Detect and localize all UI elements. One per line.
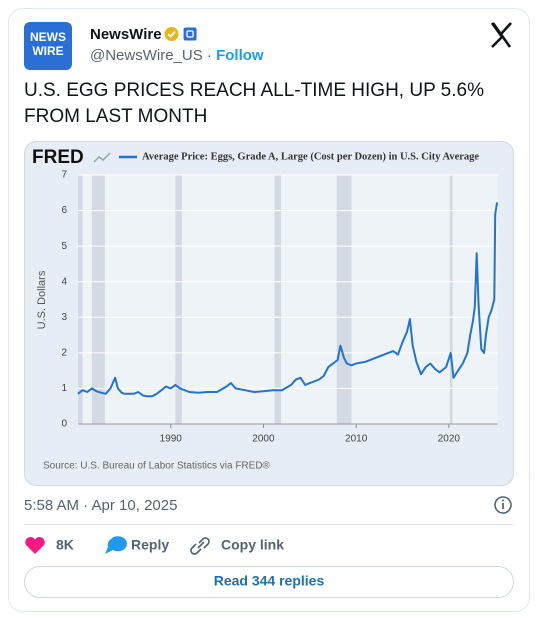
y-tick-label: 4 xyxy=(61,276,67,287)
follow[interactable]: Follow xyxy=(216,47,264,64)
x-tick-label: 2020 xyxy=(438,434,461,445)
link-icon[interactable] xyxy=(190,537,210,555)
badges xyxy=(164,27,197,41)
avatar-text: WIRE xyxy=(32,44,63,58)
check xyxy=(167,30,176,38)
read-replies-button[interactable] xyxy=(24,566,514,598)
likes[interactable]: 8K xyxy=(56,537,74,553)
x-tick-label: 1990 xyxy=(160,434,183,445)
y-tick-label: 0 xyxy=(61,419,67,430)
heart-icon[interactable] xyxy=(25,536,45,554)
price-line xyxy=(77,202,499,398)
tweet-text: FROM LAST MONTH xyxy=(24,106,207,127)
logo-graph xyxy=(93,152,111,163)
display-name[interactable]: NewsWire xyxy=(90,26,162,43)
verified-badge xyxy=(164,27,179,41)
y-tick-label: 5 xyxy=(61,241,67,252)
recession-band xyxy=(449,175,453,424)
x-tick-label: 2000 xyxy=(252,434,275,445)
y-tick-label: 7 xyxy=(61,170,67,181)
y-tick-label: 2 xyxy=(61,347,67,358)
affiliate-icon xyxy=(186,30,194,38)
y-tick-label: 1 xyxy=(61,383,67,394)
source: Source: U.S. Bureau of Labor Statistics … xyxy=(43,461,271,472)
handle-line: @NewsWire_US · Follow xyxy=(90,47,264,64)
timestamp[interactable]: 5:58 AM · Apr 10, 2025 xyxy=(24,497,177,514)
affiliate-badge xyxy=(183,27,197,41)
avatar-text: NEWS xyxy=(30,30,66,44)
avatar[interactable] xyxy=(24,22,72,70)
tweet-text: U.S. EGG PRICES REACH ALL-TIME HIGH, UP … xyxy=(24,80,484,101)
x-tick-label: 2010 xyxy=(345,434,368,445)
read-replies[interactable]: Read 344 replies xyxy=(214,573,325,589)
y-axis-label: U.S. Dollars xyxy=(36,270,48,329)
plot-area xyxy=(78,175,498,424)
info-icon[interactable] xyxy=(494,496,512,514)
y-tick-label: 3 xyxy=(61,312,67,323)
recession-band xyxy=(175,175,182,424)
fred-logo: FRED xyxy=(32,147,84,168)
chart-card[interactable]: FRED Average Price: Eggs, Grade A, Large… xyxy=(24,141,514,486)
recession-band xyxy=(91,175,105,424)
legend-label: Average Price: Eggs, Grade A, Large (Cos… xyxy=(142,151,479,162)
separator: · xyxy=(207,47,212,64)
handle[interactable]: @NewsWire_US xyxy=(90,47,203,64)
x-logo[interactable] xyxy=(490,22,512,48)
copy-link[interactable]: Copy link xyxy=(221,537,284,553)
info-dot xyxy=(502,499,504,502)
recession-band xyxy=(78,175,83,424)
reply-icon[interactable] xyxy=(105,536,127,554)
reply[interactable]: Reply xyxy=(131,537,169,553)
y-tick-label: 6 xyxy=(61,205,67,216)
recession-band xyxy=(274,175,282,424)
recession-band xyxy=(336,175,352,424)
